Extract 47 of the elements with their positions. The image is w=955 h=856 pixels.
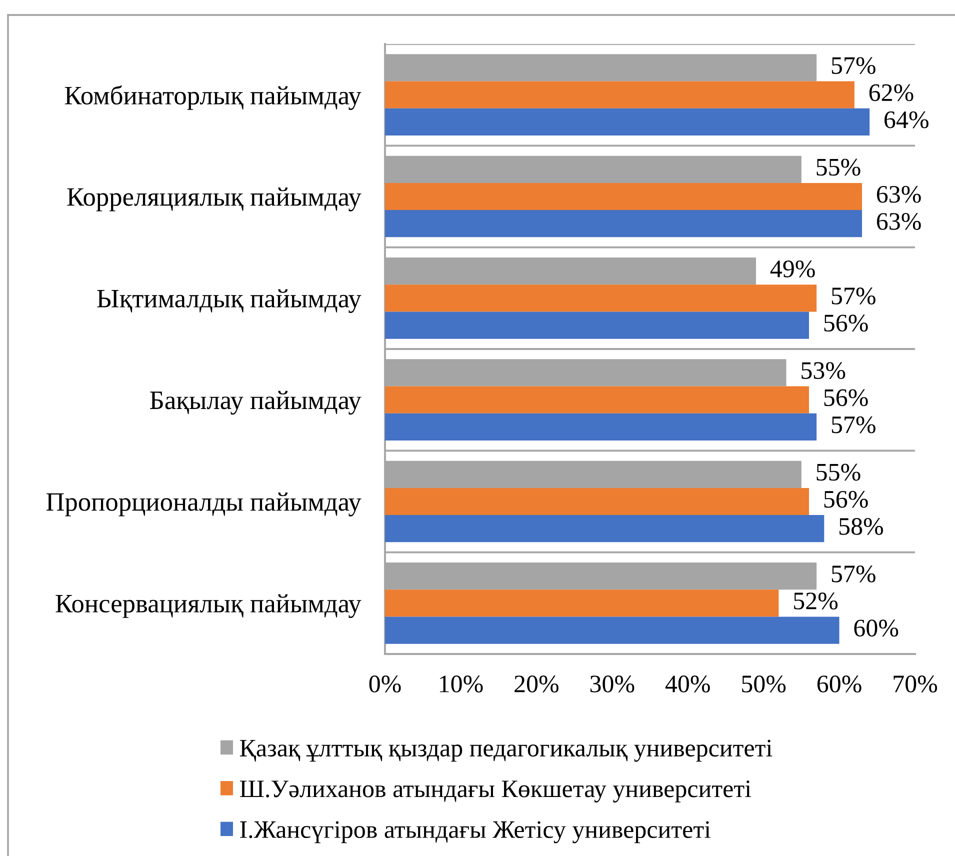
bar [385, 312, 809, 339]
bar [385, 386, 809, 414]
data-label: 56% [824, 314, 868, 332]
x-tick-label: 60% [817, 676, 862, 693]
bar [385, 413, 817, 440]
x-tick-label: 30% [590, 676, 634, 693]
data-label: 63% [876, 186, 921, 203]
data-label: 57% [832, 288, 876, 305]
bar [385, 210, 862, 238]
y-tick-label: Комбинаторлық пайымдау [64, 85, 362, 110]
data-label: 60% [854, 620, 898, 637]
bar [385, 590, 779, 617]
data-label: 56% [824, 490, 868, 508]
data-label: 62% [869, 84, 914, 102]
data-label: 49% [770, 260, 815, 278]
bar [385, 81, 854, 108]
y-tick-label: Пропорционалды пайымдау [46, 492, 362, 516]
bar [385, 616, 840, 644]
data-label: 56% [824, 389, 868, 406]
data-label: 53% [802, 362, 846, 380]
data-label: 63% [876, 213, 921, 230]
data-label: 57% [832, 565, 876, 582]
legend-label: Ш.Уәлиханов атындағы Көкшетау университеті [240, 780, 752, 802]
data-label: 58% [839, 518, 884, 535]
data-label: 57% [832, 57, 876, 74]
bar [385, 515, 824, 542]
bar [385, 284, 817, 312]
data-label: 55% [816, 158, 860, 176]
y-tick-label: Бақылау пайымдау [150, 390, 362, 415]
data-label: 52% [794, 592, 838, 610]
data-label: 64% [884, 111, 928, 128]
x-tick-label: 10% [440, 676, 483, 693]
y-tick-label: Корреляциялық пайымдау [67, 188, 362, 212]
x-tick-label: 50% [742, 676, 786, 693]
legend-label: І.Жансүгіров атындағы Жетісу университеті [240, 821, 711, 844]
data-label: 55% [816, 464, 860, 481]
y-tick-label: Ықтималдық пайымдау [97, 289, 362, 313]
y-tick-label: Консервациялық пайымдау [56, 594, 362, 618]
bar [385, 488, 809, 516]
legend-label: Қазақ ұлттық қыздар педагогикалық университеті [240, 740, 772, 762]
x-tick-label: 40% [665, 676, 710, 693]
x-tick-label: 70% [894, 676, 938, 693]
x-tick-label: 20% [514, 676, 558, 693]
x-tick-label: 0% [369, 676, 401, 693]
data-label: 57% [832, 416, 876, 434]
bar [385, 182, 862, 210]
bar [385, 108, 870, 136]
